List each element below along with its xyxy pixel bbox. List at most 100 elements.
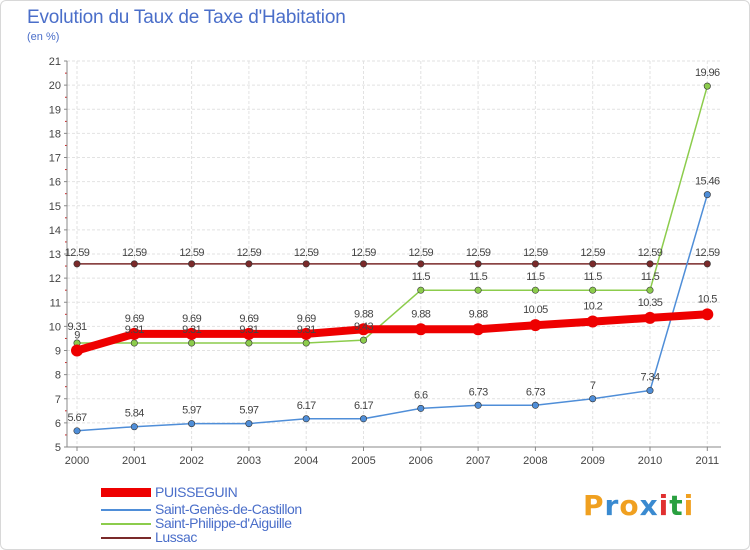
data-point xyxy=(357,323,370,336)
data-label: 6.6 xyxy=(414,389,428,401)
y-tick-label: 13 xyxy=(49,249,61,261)
data-label: 12.59 xyxy=(638,247,663,259)
logo-letter: i xyxy=(658,489,670,522)
x-tick-label: 2006 xyxy=(409,455,433,467)
data-label: 10.35 xyxy=(638,297,663,309)
x-tick-label: 2009 xyxy=(580,455,604,467)
y-tick-label: 12 xyxy=(49,273,61,285)
data-point xyxy=(417,286,425,294)
y-tick-label: 14 xyxy=(49,225,61,237)
data-point xyxy=(245,420,253,428)
data-label: 12.59 xyxy=(409,247,434,259)
series-line xyxy=(76,85,709,344)
legend-swatch xyxy=(101,488,151,497)
data-label: 9.88 xyxy=(411,308,430,320)
x-tick-label: 2001 xyxy=(122,455,146,467)
y-tick-label: 5 xyxy=(55,442,61,454)
legend-label: Saint-Genès-de-Castillon xyxy=(155,501,302,517)
y-tick-label: 19 xyxy=(49,104,61,116)
y-tick-label: 21 xyxy=(49,56,61,68)
y-tick-label: 20 xyxy=(49,80,61,92)
data-label: 19.96 xyxy=(695,67,720,79)
data-point xyxy=(474,401,482,409)
data-point xyxy=(130,260,138,268)
data-point xyxy=(188,420,196,428)
data-label: 11.5 xyxy=(412,271,431,283)
data-label: 12.59 xyxy=(523,247,548,259)
data-point xyxy=(302,260,310,268)
data-point xyxy=(531,286,539,294)
data-point xyxy=(302,415,310,423)
data-point xyxy=(586,315,599,328)
data-label: 9 xyxy=(74,330,80,342)
logo-letter: o xyxy=(619,489,640,522)
legend-swatch xyxy=(101,537,151,539)
legend-label: Saint-Philippe-d'Aiguille xyxy=(155,515,292,531)
data-point xyxy=(589,286,597,294)
data-point xyxy=(589,260,597,268)
data-point xyxy=(128,327,141,340)
data-point xyxy=(302,339,310,347)
data-point xyxy=(130,423,138,431)
data-label: 5.84 xyxy=(125,408,144,420)
y-tick-label: 18 xyxy=(49,128,61,140)
data-point xyxy=(73,260,81,268)
data-point xyxy=(245,339,253,347)
data-label: 12.59 xyxy=(351,247,376,259)
x-tick-label: 2000 xyxy=(65,455,89,467)
proxiti-logo: Proxiti xyxy=(583,489,694,522)
data-point xyxy=(359,260,367,268)
data-label: 10.5 xyxy=(698,293,717,305)
legend-item-lussac[interactable]: Lussac xyxy=(101,529,421,546)
data-label: 12.59 xyxy=(179,247,204,259)
data-point xyxy=(589,395,597,403)
data-point xyxy=(359,336,367,344)
data-label: 5.97 xyxy=(239,405,258,417)
data-label: 12.59 xyxy=(122,247,147,259)
data-point xyxy=(242,327,255,340)
legend-item-saint-philippe[interactable]: Saint-Philippe-d'Aiguille xyxy=(101,515,421,532)
x-tick-label: 2004 xyxy=(294,455,318,467)
data-label: 9.43 xyxy=(354,321,373,333)
legend-item-saint-genes[interactable]: Saint-Genès-de-Castillon xyxy=(101,501,421,518)
data-point xyxy=(531,260,539,268)
data-label: 9.31 xyxy=(125,324,144,336)
y-tick-label: 7 xyxy=(55,394,61,406)
data-point xyxy=(474,286,482,294)
data-label: 12.59 xyxy=(65,247,90,259)
y-tick-label: 10 xyxy=(49,321,61,333)
y-tick-label: 16 xyxy=(49,177,61,189)
chart-title: Evolution du Taux de Taxe d'Habitation xyxy=(27,7,346,28)
legend-item-puisseguin[interactable]: PUISSEGUIN xyxy=(101,484,421,501)
data-point xyxy=(531,401,539,409)
y-tick-label: 8 xyxy=(55,370,61,382)
legend-swatch xyxy=(101,523,151,525)
data-label: 12.59 xyxy=(580,247,605,259)
x-tick-label: 2008 xyxy=(523,455,547,467)
legend-label: PUISSEGUIN xyxy=(155,484,238,500)
y-tick-label: 6 xyxy=(55,418,61,430)
data-point xyxy=(188,260,196,268)
data-label: 9.31 xyxy=(239,324,258,336)
data-label: 9.69 xyxy=(239,313,258,325)
data-point xyxy=(359,415,367,423)
y-tick-label: 15 xyxy=(49,201,61,213)
data-label: 7 xyxy=(590,380,596,392)
data-point xyxy=(646,260,654,268)
data-point xyxy=(472,323,485,336)
data-point xyxy=(414,323,427,336)
chart-unit-label: (en %) xyxy=(27,31,60,43)
series-line xyxy=(73,310,712,355)
data-label: 12.59 xyxy=(695,247,720,259)
data-label: 12.59 xyxy=(237,247,262,259)
data-label: 9.69 xyxy=(125,313,144,325)
data-label: 6.73 xyxy=(469,386,488,398)
data-label: 9.31 xyxy=(67,321,86,333)
series-line xyxy=(76,193,709,432)
data-point xyxy=(71,344,83,357)
data-point xyxy=(703,82,711,90)
logo-letter: P xyxy=(583,489,605,522)
x-tick-label: 2007 xyxy=(466,455,490,467)
data-label: 9.69 xyxy=(297,313,316,325)
